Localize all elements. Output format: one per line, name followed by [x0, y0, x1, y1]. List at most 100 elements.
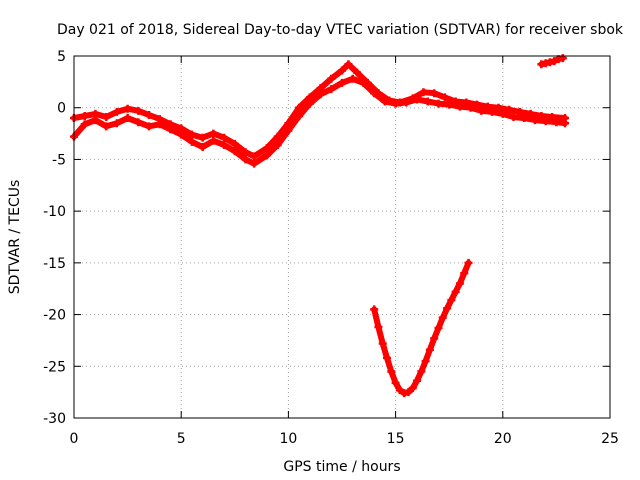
- data-point: [383, 354, 392, 363]
- data-point: [387, 367, 396, 376]
- data-point: [464, 258, 473, 267]
- x-tick-label: 0: [70, 431, 79, 447]
- series-dip-arc: [370, 258, 473, 398]
- data-point: [408, 94, 417, 103]
- data-point: [385, 96, 394, 105]
- data-point: [230, 139, 239, 148]
- data-point: [145, 110, 154, 119]
- y-tick-label: -25: [43, 359, 66, 375]
- data-point: [548, 113, 557, 122]
- data-point: [209, 136, 218, 145]
- data-point: [408, 384, 417, 393]
- data-point: [451, 287, 460, 296]
- data-point: [102, 113, 111, 122]
- y-tick-label: -10: [43, 204, 66, 220]
- data-point: [123, 104, 132, 113]
- data-point: [209, 129, 218, 138]
- x-tick-label: 15: [387, 431, 405, 447]
- data-point: [177, 124, 186, 133]
- data-point: [462, 98, 471, 107]
- data-point: [338, 78, 346, 87]
- data-point: [438, 313, 447, 322]
- y-tick-label: -15: [43, 256, 66, 272]
- data-point: [348, 74, 357, 83]
- data-point: [80, 111, 89, 120]
- data-point: [417, 367, 426, 376]
- data-point: [395, 98, 404, 107]
- data-point: [526, 109, 535, 118]
- data-point: [494, 103, 503, 112]
- y-axis-label: SDTVAR / TECUs: [7, 180, 23, 295]
- data-point: [374, 89, 383, 98]
- series-late-segment: [537, 54, 567, 69]
- data-point: [230, 147, 239, 156]
- data-point: [284, 119, 293, 128]
- data-point: [434, 99, 443, 108]
- data-point: [305, 93, 314, 102]
- data-point: [112, 107, 121, 116]
- y-tick-label: 0: [57, 101, 66, 117]
- data-point: [537, 111, 546, 120]
- data-point: [440, 93, 449, 102]
- data-point: [273, 132, 282, 141]
- data-point: [425, 345, 434, 354]
- data-point: [112, 119, 121, 128]
- axes: 0 5 10 15 20 25 5 0 -5 -10 -15 -20 -25 -30: [43, 49, 619, 447]
- data-point: [250, 159, 259, 168]
- x-tick-label: 20: [494, 431, 512, 447]
- data-point: [155, 115, 164, 124]
- chart-title: Day 021 of 2018, Sidereal Day-to-day VTE…: [57, 22, 624, 38]
- data-point: [327, 85, 336, 94]
- data-point: [374, 322, 383, 331]
- x-tick-label: 25: [601, 431, 619, 447]
- data-point: [473, 100, 482, 109]
- data-point: [434, 324, 443, 333]
- data-point: [344, 60, 353, 69]
- data-point: [316, 84, 325, 93]
- data-point: [134, 118, 143, 127]
- data-point: [550, 57, 559, 66]
- data-point: [80, 120, 89, 129]
- data-point: [423, 97, 432, 106]
- data-point: [262, 144, 271, 153]
- plot-frame: [73, 55, 611, 419]
- data-point: [123, 114, 132, 123]
- x-tick-label: 5: [177, 431, 186, 447]
- data-point: [220, 140, 229, 149]
- data-point: [338, 66, 346, 75]
- y-tick-label: -20: [43, 308, 66, 324]
- data-point: [378, 339, 387, 348]
- data-point: [166, 120, 175, 129]
- x-axis-label: GPS time / hours: [283, 459, 400, 475]
- y-tick-label: -30: [43, 411, 66, 427]
- data-point: [395, 386, 404, 395]
- data-point: [187, 130, 196, 139]
- data-point: [515, 107, 524, 116]
- data-point: [241, 155, 250, 164]
- data-point: [198, 133, 207, 142]
- data-point: [187, 137, 196, 146]
- data-point: [102, 122, 111, 131]
- data-point: [413, 376, 422, 385]
- data-point: [560, 114, 569, 123]
- data-point: [220, 133, 229, 142]
- data-point: [430, 89, 439, 98]
- data-point: [363, 78, 372, 87]
- data-point: [91, 109, 100, 118]
- y-tick-label: -5: [52, 152, 66, 168]
- data-point: [447, 296, 456, 305]
- data-point: [404, 388, 413, 397]
- data-point: [483, 102, 492, 111]
- data-point: [370, 305, 379, 314]
- data-point: [145, 122, 154, 131]
- data-point: [273, 140, 282, 149]
- y-tick-label: 5: [57, 49, 66, 65]
- data-point: [353, 68, 362, 77]
- x-tick-label: 10: [279, 431, 297, 447]
- data-point: [509, 113, 518, 122]
- data-point: [460, 269, 469, 278]
- data-point: [505, 105, 514, 114]
- data-point: [327, 74, 336, 83]
